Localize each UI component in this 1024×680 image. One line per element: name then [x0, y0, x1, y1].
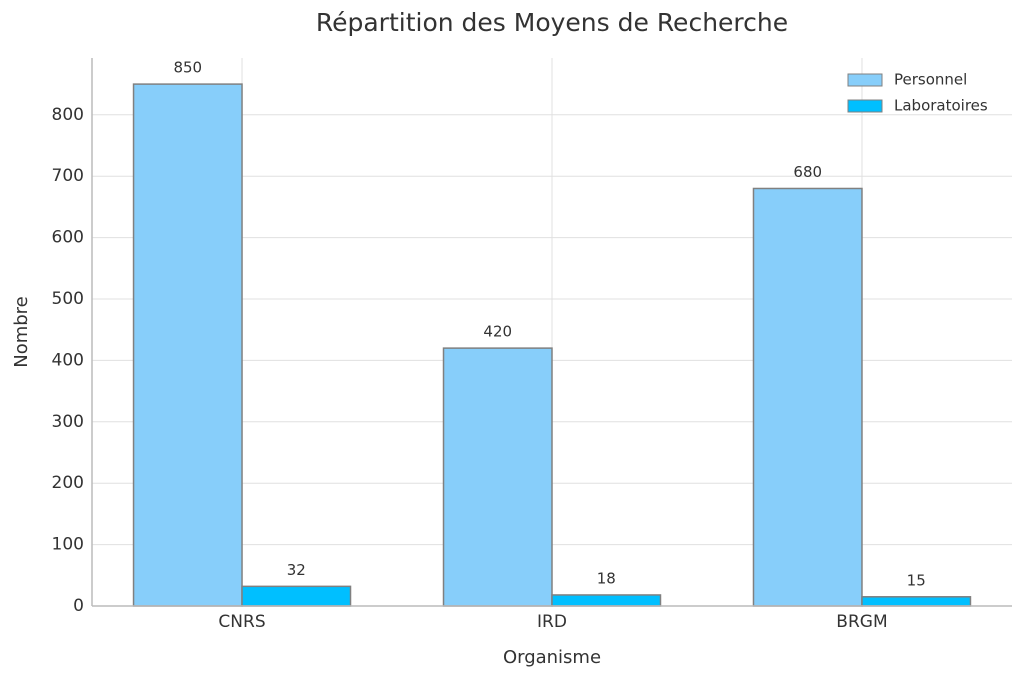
value-label: 18: [597, 569, 616, 587]
y-tick-label: 400: [52, 350, 84, 370]
bar: [861, 596, 972, 607]
y-tick-label: 100: [52, 535, 84, 555]
y-tick-label: 700: [52, 166, 84, 186]
legend-label: Personnel: [894, 71, 967, 89]
bar: [132, 83, 243, 607]
value-label: 850: [173, 59, 202, 77]
y-tick-label: 0: [73, 596, 84, 616]
x-axis-label: Organisme: [503, 647, 601, 668]
y-tick-label: 500: [52, 289, 84, 309]
bar: [241, 585, 352, 607]
legend-label: Laboratoires: [894, 97, 988, 115]
bar: [551, 594, 662, 607]
bar: [752, 187, 863, 607]
y-tick-label: 600: [52, 228, 84, 248]
x-tick-label: CNRS: [218, 612, 265, 632]
y-tick-label: 200: [52, 473, 84, 493]
y-tick-label: 300: [52, 412, 84, 432]
value-label: 420: [483, 323, 512, 341]
y-axis-label: Nombre: [11, 296, 32, 368]
legend-swatch: [847, 99, 883, 113]
value-label: 680: [793, 163, 822, 181]
x-tick-label: IRD: [537, 612, 567, 632]
y-tick-label: 800: [52, 105, 84, 125]
legend-swatch: [847, 73, 883, 87]
value-label: 15: [907, 571, 926, 589]
x-tick-label: BRGM: [836, 612, 887, 632]
value-label: 32: [287, 561, 306, 579]
chart-title: Répartition des Moyens de Recherche: [316, 8, 788, 37]
bar: [442, 347, 553, 607]
